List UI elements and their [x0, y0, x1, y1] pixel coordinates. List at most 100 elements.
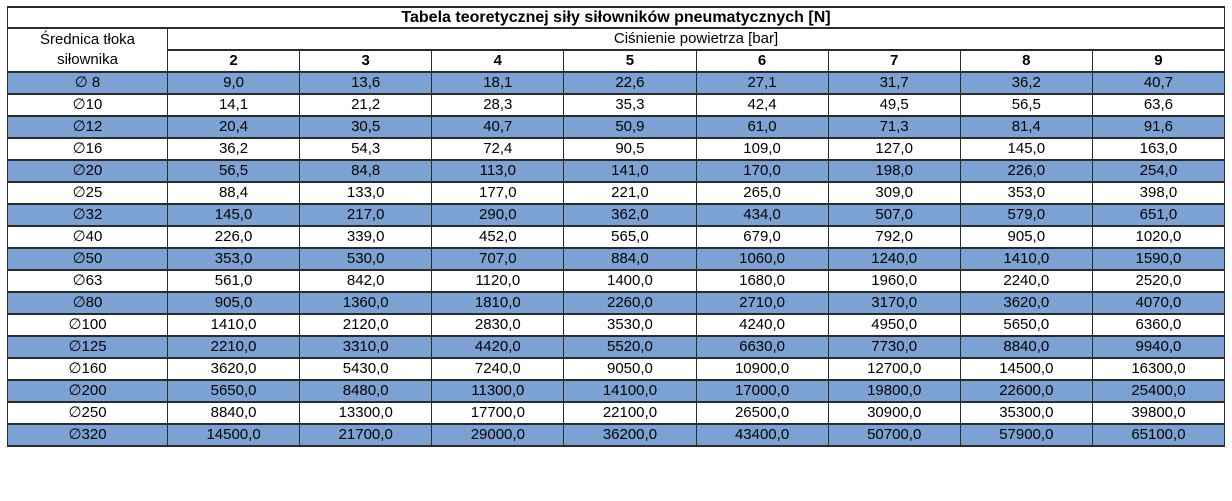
- force-value-cell: 127,0: [827, 137, 961, 161]
- force-value-cell: 19800,0: [827, 379, 961, 403]
- force-value-cell: 4070,0: [1091, 291, 1226, 315]
- force-value-cell: 9050,0: [563, 357, 697, 381]
- force-value-cell: 170,0: [695, 159, 829, 183]
- force-value-cell: 54,3: [299, 137, 433, 161]
- force-value-cell: 5430,0: [299, 357, 433, 381]
- force-value-cell: 91,6: [1091, 115, 1226, 139]
- force-value-cell: 8840,0: [959, 335, 1093, 359]
- force-value-cell: 56,5: [959, 93, 1093, 117]
- force-value-cell: 884,0: [563, 247, 697, 271]
- diameter-cell: ∅200: [7, 379, 168, 403]
- force-value-cell: 309,0: [827, 181, 961, 205]
- force-value-cell: 579,0: [959, 203, 1093, 227]
- table-row: ∅25 88,4 133,0 177,0 221,0 265,0 309,0 353,0 398…: [7, 181, 1226, 205]
- diameter-cell: ∅32: [7, 203, 168, 227]
- force-value-cell: 30900,0: [827, 401, 961, 425]
- force-value-cell: 398,0: [1091, 181, 1226, 205]
- force-value-cell: 13,6: [299, 71, 433, 95]
- diameter-cell: ∅63: [7, 269, 168, 293]
- table-title: Tabela teoretycznej siły siłowników pneu…: [7, 6, 1225, 29]
- force-value-cell: 226,0: [166, 225, 301, 249]
- force-value-cell: 26500,0: [695, 401, 829, 425]
- force-value-cell: 507,0: [827, 203, 961, 227]
- force-value-cell: 434,0: [695, 203, 829, 227]
- force-value-cell: 3620,0: [166, 357, 301, 381]
- col-group-header-pressure: Ciśnienie powietrza [bar]: [167, 27, 1225, 51]
- row-header-diameter: Średnica tłoka siłownika: [7, 27, 168, 73]
- force-value-cell: 6630,0: [695, 335, 829, 359]
- force-value-cell: 452,0: [431, 225, 565, 249]
- force-value-cell: 565,0: [563, 225, 697, 249]
- force-value-cell: 221,0: [563, 181, 697, 205]
- force-value-cell: 84,8: [299, 159, 433, 183]
- force-value-cell: 8840,0: [166, 401, 301, 425]
- table-row: ∅160 3620,0 5430,0 7240,0 9050,0 10900,0 12700…: [7, 357, 1226, 381]
- force-value-cell: 9940,0: [1091, 335, 1226, 359]
- diameter-cell: ∅125: [7, 335, 168, 359]
- force-value-cell: 29000,0: [431, 423, 565, 447]
- force-value-cell: 30,5: [299, 115, 433, 139]
- row-header-line2: siłownika: [57, 51, 118, 68]
- force-value-cell: 265,0: [695, 181, 829, 205]
- force-value-cell: 9,0: [166, 71, 301, 95]
- table-row: ∅200 5650,0 8480,0 11300,0 14100,0 17000,0 198…: [7, 379, 1226, 403]
- force-value-cell: 651,0: [1091, 203, 1226, 227]
- force-value-cell: 36,2: [166, 137, 301, 161]
- force-value-cell: 14500,0: [166, 423, 301, 447]
- force-value-cell: 679,0: [695, 225, 829, 249]
- force-value-cell: 2830,0: [431, 313, 565, 337]
- table-row: ∅320 14500,0 21700,0 29000,0 36200,0 43400,0 5…: [7, 423, 1226, 447]
- force-value-cell: 35300,0: [959, 401, 1093, 425]
- force-value-cell: 50,9: [563, 115, 697, 139]
- table-row: ∅50 353,0 530,0 707,0 884,0 1060,0 1240,0 1410,…: [7, 247, 1226, 271]
- header-row-1: Średnica tłoka siłownika Ciśnienie powie…: [7, 27, 1225, 73]
- table-row: ∅10 14,1 21,2 28,3 35,3 42,4 49,5 56,5 63,6: [7, 93, 1226, 117]
- force-value-cell: 3170,0: [827, 291, 961, 315]
- pneumatic-force-table: Tabela teoretycznej siły siłowników pneu…: [7, 6, 1226, 447]
- force-value-cell: 43400,0: [695, 423, 829, 447]
- force-value-cell: 2710,0: [695, 291, 829, 315]
- force-value-cell: 1060,0: [695, 247, 829, 271]
- force-value-cell: 90,5: [563, 137, 697, 161]
- force-value-cell: 12700,0: [827, 357, 961, 381]
- force-value-cell: 22100,0: [563, 401, 697, 425]
- force-value-cell: 2120,0: [299, 313, 433, 337]
- table-row: ∅63 561,0 842,0 1120,0 1400,0 1680,0 1960,0 224…: [7, 269, 1226, 293]
- force-value-cell: 17000,0: [695, 379, 829, 403]
- force-value-cell: 21,2: [299, 93, 433, 117]
- force-value-cell: 1410,0: [959, 247, 1093, 271]
- table-row: ∅80 905,0 1360,0 1810,0 2260,0 2710,0 3170,0 36…: [7, 291, 1226, 315]
- pressure-header-7: 7: [827, 49, 961, 73]
- force-value-cell: 65100,0: [1091, 423, 1226, 447]
- pressure-header-3: 3: [299, 49, 433, 73]
- force-value-cell: 28,3: [431, 93, 565, 117]
- pressure-header-8: 8: [959, 49, 1093, 73]
- pressure-header-2: 2: [166, 49, 301, 73]
- force-value-cell: 40,7: [1091, 71, 1226, 95]
- force-value-cell: 18,1: [431, 71, 565, 95]
- table-row: ∅100 1410,0 2120,0 2830,0 3530,0 4240,0 4950,0…: [7, 313, 1226, 337]
- force-value-cell: 1410,0: [166, 313, 301, 337]
- force-value-cell: 2210,0: [166, 335, 301, 359]
- force-value-cell: 50700,0: [827, 423, 961, 447]
- force-value-cell: 5520,0: [563, 335, 697, 359]
- force-value-cell: 88,4: [166, 181, 301, 205]
- table-row: ∅250 8840,0 13300,0 17700,0 22100,0 26500,0 30…: [7, 401, 1226, 425]
- force-value-cell: 707,0: [431, 247, 565, 271]
- force-value-cell: 40,7: [431, 115, 565, 139]
- force-value-cell: 145,0: [959, 137, 1093, 161]
- force-value-cell: 1590,0: [1091, 247, 1226, 271]
- force-value-cell: 4240,0: [695, 313, 829, 337]
- force-value-cell: 42,4: [695, 93, 829, 117]
- force-value-cell: 198,0: [827, 159, 961, 183]
- force-value-cell: 11300,0: [431, 379, 565, 403]
- force-value-cell: 1400,0: [563, 269, 697, 293]
- force-value-cell: 163,0: [1091, 137, 1226, 161]
- force-value-cell: 14500,0: [959, 357, 1093, 381]
- force-value-cell: 25400,0: [1091, 379, 1226, 403]
- force-value-cell: 109,0: [695, 137, 829, 161]
- force-value-cell: 61,0: [695, 115, 829, 139]
- force-value-cell: 2520,0: [1091, 269, 1226, 293]
- force-value-cell: 14100,0: [563, 379, 697, 403]
- force-value-cell: 561,0: [166, 269, 301, 293]
